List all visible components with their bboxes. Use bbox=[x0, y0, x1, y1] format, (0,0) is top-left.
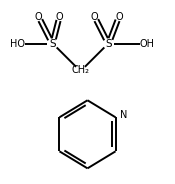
Text: O: O bbox=[115, 12, 123, 22]
Text: CH₂: CH₂ bbox=[72, 65, 89, 75]
Text: O: O bbox=[91, 12, 98, 22]
Text: HO: HO bbox=[10, 39, 25, 49]
Text: S: S bbox=[105, 39, 112, 49]
Text: N: N bbox=[120, 110, 127, 121]
Text: O: O bbox=[56, 12, 63, 22]
Text: OH: OH bbox=[139, 39, 155, 49]
Text: S: S bbox=[49, 39, 56, 49]
Text: O: O bbox=[35, 12, 42, 22]
